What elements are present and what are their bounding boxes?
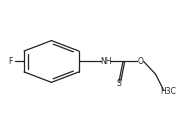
Text: S: S: [116, 79, 121, 88]
Text: H3C: H3C: [160, 87, 176, 96]
Text: NH: NH: [100, 57, 111, 66]
Text: F: F: [8, 57, 13, 66]
Text: O: O: [137, 57, 143, 66]
